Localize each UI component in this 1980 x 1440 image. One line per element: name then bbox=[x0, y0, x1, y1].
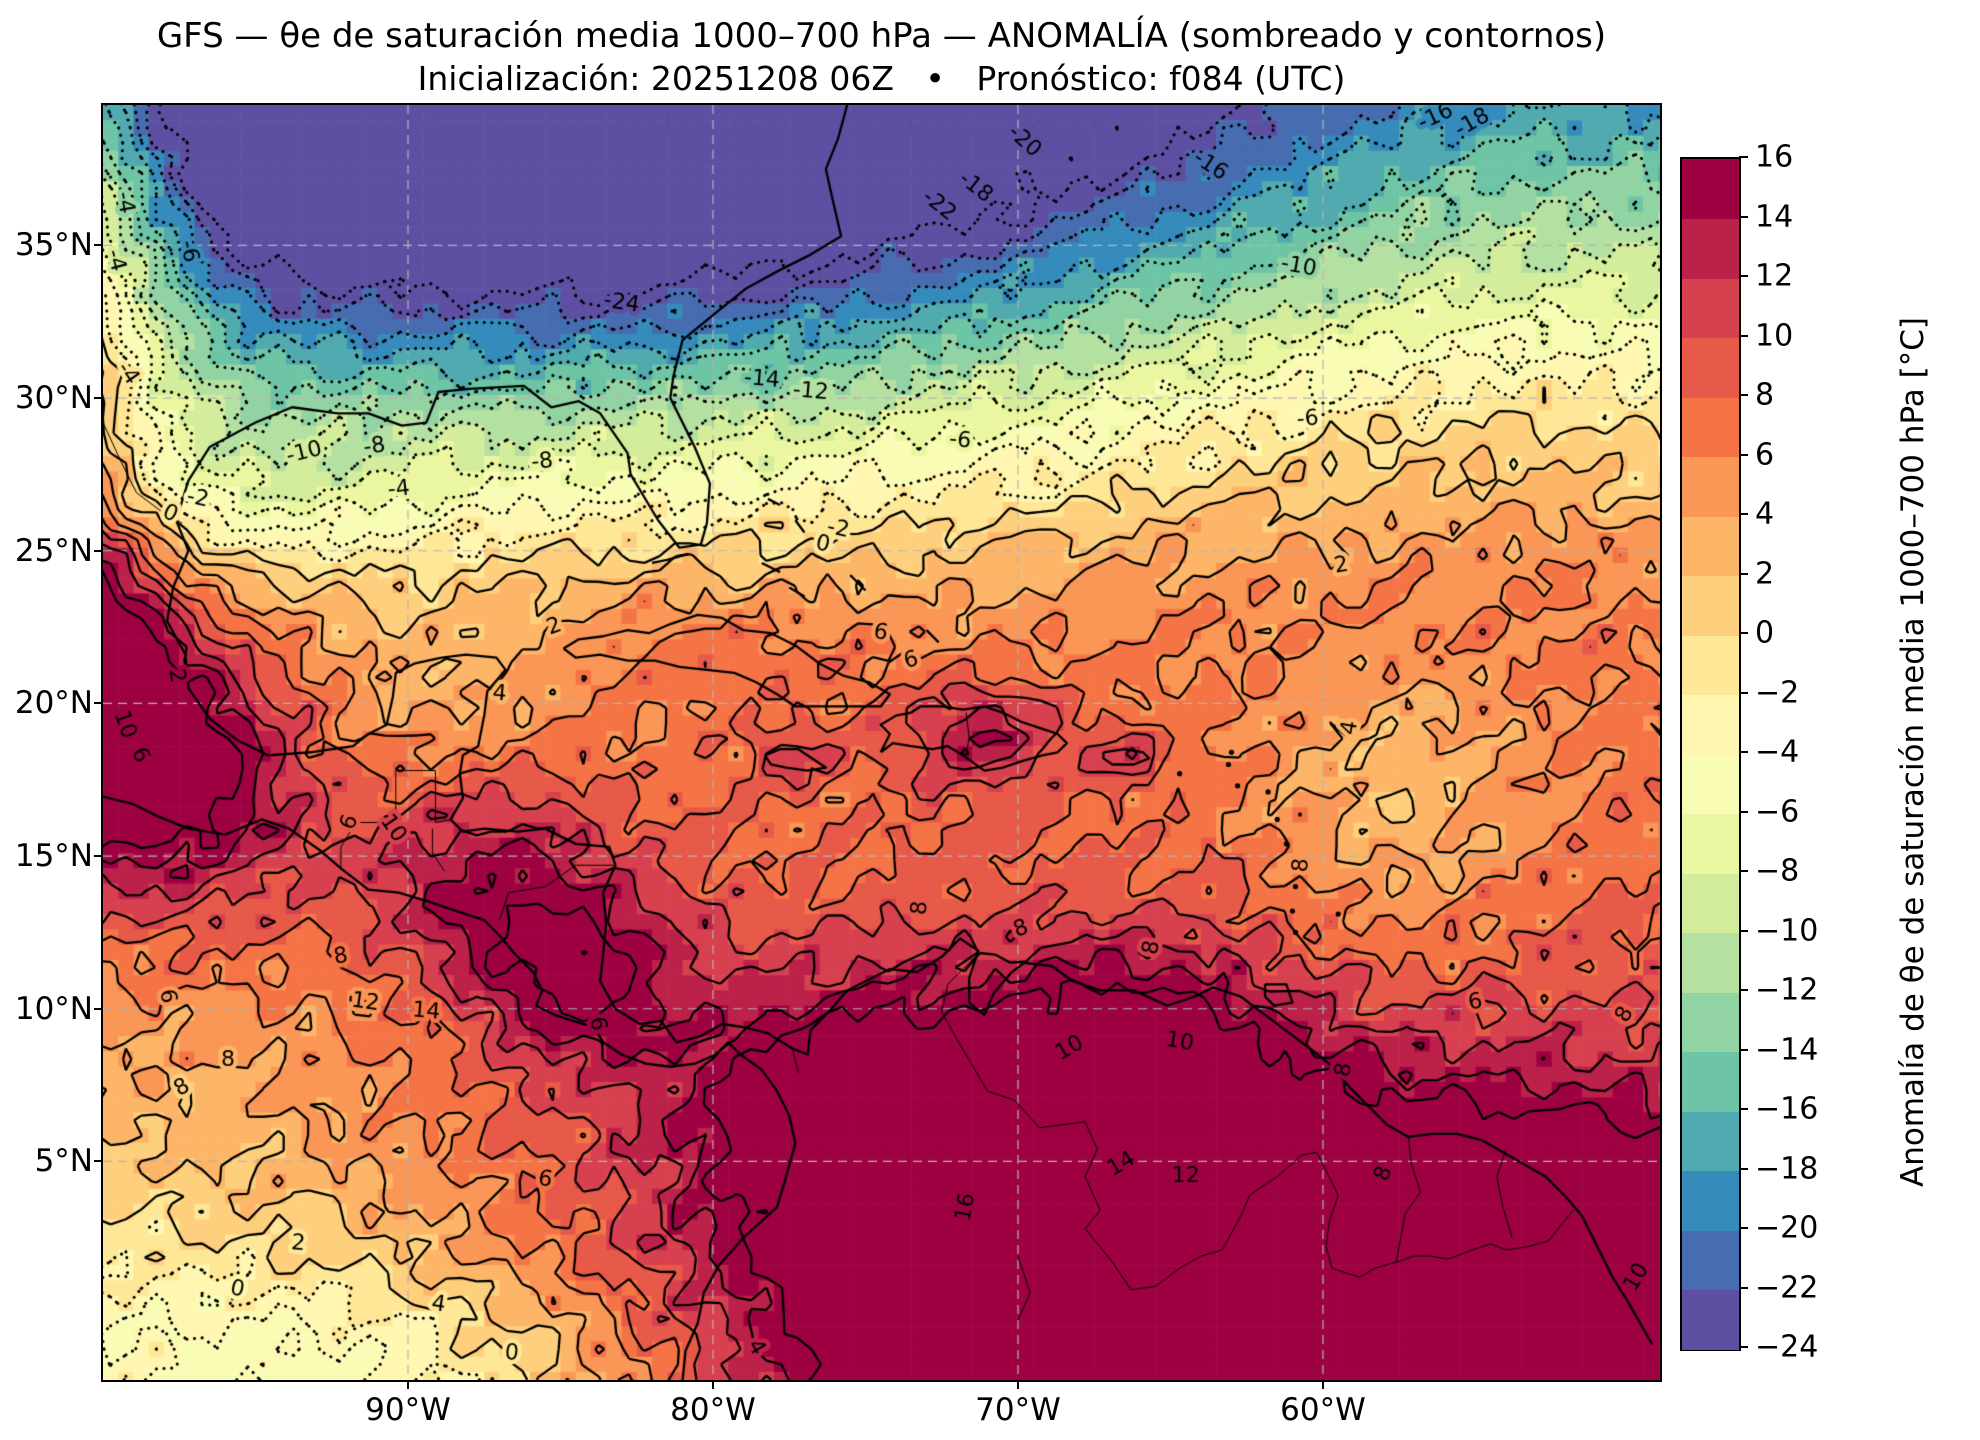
colorbar-cell bbox=[1682, 397, 1739, 457]
colorbar-tick-mark bbox=[1739, 929, 1748, 932]
y-tick-mark bbox=[94, 702, 103, 705]
colorbar-axis-label: Anomalía de θe de saturación media 1000–… bbox=[1895, 317, 1931, 1187]
colorbar-tick-label: 12 bbox=[1755, 258, 1794, 294]
colorbar-tick-label: −22 bbox=[1755, 1270, 1819, 1305]
map-plot-area bbox=[101, 103, 1662, 1382]
colorbar-tick-label: 14 bbox=[1755, 199, 1794, 234]
y-tick-label: 5°N bbox=[34, 1143, 93, 1180]
chart-title: GFS — θe de saturación media 1000–700 hP… bbox=[156, 16, 1607, 56]
colorbar-tick-mark bbox=[1739, 453, 1748, 456]
colorbar-tick-label: −14 bbox=[1755, 1032, 1819, 1067]
colorbar-tick-label: −10 bbox=[1755, 913, 1819, 948]
colorbar-tick-label: 4 bbox=[1755, 496, 1775, 532]
colorbar-cell bbox=[1682, 992, 1739, 1052]
colorbar-tick-mark bbox=[1739, 870, 1748, 872]
colorbar-cell bbox=[1682, 516, 1739, 576]
y-tick-mark bbox=[94, 549, 103, 552]
colorbar-tick-label: −12 bbox=[1755, 972, 1819, 1008]
colorbar-tick-mark bbox=[1739, 156, 1748, 158]
y-tick-label: 35°N bbox=[14, 227, 93, 264]
colorbar-tick-label: 16 bbox=[1755, 139, 1794, 175]
y-tick-mark bbox=[94, 397, 103, 400]
colorbar-tick-label: 10 bbox=[1755, 318, 1794, 353]
colorbar-tick-mark bbox=[1739, 751, 1748, 753]
x-tick-label: 90°W bbox=[365, 1392, 451, 1428]
colorbar-tick-mark bbox=[1739, 1108, 1748, 1110]
colorbar-tick-mark bbox=[1739, 1167, 1748, 1170]
colorbar-cell bbox=[1682, 873, 1739, 933]
x-tick-label: 80°W bbox=[670, 1392, 756, 1428]
colorbar-tick-mark bbox=[1739, 275, 1748, 277]
colorbar-cell bbox=[1682, 1051, 1739, 1112]
colorbar-tick-label: −8 bbox=[1755, 853, 1800, 889]
colorbar-tick-label: −24 bbox=[1755, 1329, 1819, 1365]
colorbar-tick-label: −18 bbox=[1755, 1151, 1819, 1186]
colorbar-tick-mark bbox=[1739, 1227, 1748, 1229]
colorbar-tick-mark bbox=[1739, 513, 1748, 515]
colorbar-tick-mark bbox=[1739, 334, 1748, 337]
colorbar-cell bbox=[1682, 456, 1739, 517]
y-tick-mark bbox=[94, 244, 103, 247]
colorbar-tick-mark bbox=[1739, 1286, 1748, 1289]
colorbar-tick-label: 6 bbox=[1755, 437, 1775, 472]
y-tick-mark bbox=[94, 1007, 103, 1010]
colorbar-cell bbox=[1682, 1230, 1739, 1290]
x-tick-mark bbox=[711, 1380, 714, 1389]
colorbar-tick-label: 0 bbox=[1755, 615, 1775, 651]
x-tick-mark bbox=[406, 1380, 409, 1389]
colorbar-cell bbox=[1682, 1170, 1739, 1231]
colorbar-cell bbox=[1682, 754, 1739, 814]
colorbar-tick-label: −16 bbox=[1755, 1091, 1819, 1127]
y-tick-label: 30°N bbox=[14, 380, 93, 417]
x-tick-mark bbox=[1321, 1380, 1324, 1389]
colorbar-cell bbox=[1682, 1289, 1739, 1350]
colorbar bbox=[1680, 157, 1741, 1351]
colorbar-tick-mark bbox=[1739, 394, 1748, 396]
y-tick-label: 15°N bbox=[14, 838, 93, 875]
colorbar-cell bbox=[1682, 1111, 1739, 1171]
colorbar-cell bbox=[1682, 337, 1739, 398]
colorbar-cell bbox=[1682, 813, 1739, 874]
colorbar-cell bbox=[1682, 694, 1739, 755]
colorbar-tick-mark bbox=[1739, 810, 1748, 813]
colorbar-cell bbox=[1682, 278, 1739, 338]
y-tick-mark bbox=[94, 855, 103, 858]
colorbar-tick-mark bbox=[1739, 1346, 1748, 1348]
colorbar-cell bbox=[1682, 932, 1739, 993]
colorbar-tick-mark bbox=[1739, 691, 1748, 694]
y-tick-mark bbox=[94, 1160, 103, 1163]
colorbar-tick-mark bbox=[1739, 632, 1748, 634]
colorbar-tick-label: −4 bbox=[1755, 734, 1800, 770]
colorbar-cell bbox=[1682, 575, 1739, 636]
colorbar-tick-label: 2 bbox=[1755, 556, 1775, 591]
colorbar-tick-mark bbox=[1739, 215, 1748, 218]
colorbar-tick-mark bbox=[1739, 1048, 1748, 1051]
y-tick-label: 25°N bbox=[14, 532, 93, 569]
colorbar-tick-mark bbox=[1739, 572, 1748, 575]
x-tick-mark bbox=[1016, 1380, 1019, 1389]
colorbar-tick-label: −6 bbox=[1755, 794, 1800, 829]
y-tick-label: 10°N bbox=[14, 990, 93, 1027]
colorbar-cell bbox=[1682, 159, 1739, 219]
colorbar-tick-mark bbox=[1739, 989, 1748, 991]
y-tick-label: 20°N bbox=[14, 685, 93, 722]
colorbar-tick-label: 8 bbox=[1755, 377, 1775, 413]
colorbar-tick-label: −2 bbox=[1755, 675, 1800, 710]
x-tick-label: 60°W bbox=[1280, 1392, 1366, 1428]
anomaly-map-canvas bbox=[103, 105, 1660, 1380]
colorbar-cell bbox=[1682, 635, 1739, 695]
colorbar-cell bbox=[1682, 218, 1739, 279]
chart-subtitle-init-forecast: Inicialización: 20251208 06Z • Pronóstic… bbox=[417, 59, 1346, 98]
x-tick-label: 70°W bbox=[975, 1392, 1061, 1428]
colorbar-tick-label: −20 bbox=[1755, 1210, 1819, 1246]
